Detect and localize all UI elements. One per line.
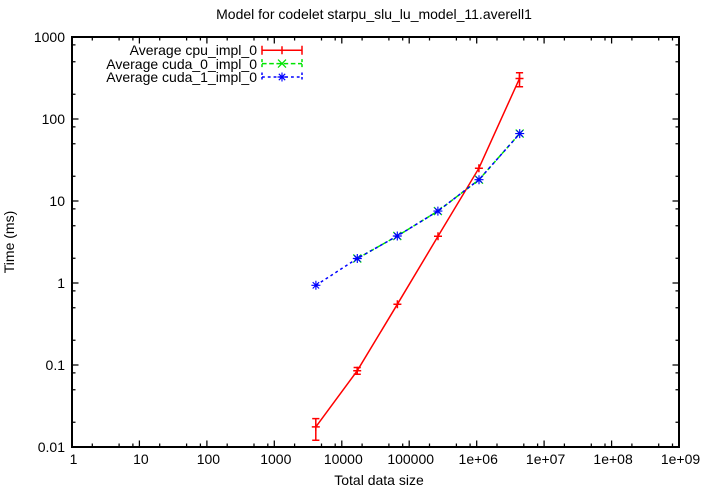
svg-text:1e+06: 1e+06 bbox=[459, 451, 499, 467]
svg-text:1000: 1000 bbox=[34, 29, 65, 45]
svg-text:1: 1 bbox=[57, 275, 65, 291]
svg-text:1e+07: 1e+07 bbox=[526, 451, 566, 467]
svg-text:Average cuda_0_impl_0: Average cuda_0_impl_0 bbox=[106, 56, 257, 72]
svg-text:0.01: 0.01 bbox=[38, 439, 65, 455]
svg-text:1e+09: 1e+09 bbox=[661, 451, 701, 467]
svg-text:Total data size: Total data size bbox=[334, 472, 424, 488]
svg-text:0.1: 0.1 bbox=[46, 357, 66, 373]
svg-text:Model for codelet starpu_slu_l: Model for codelet starpu_slu_lu_model_11… bbox=[216, 6, 532, 22]
svg-text:10000: 10000 bbox=[324, 451, 363, 467]
svg-text:1: 1 bbox=[70, 451, 78, 467]
svg-text:1000: 1000 bbox=[260, 451, 291, 467]
svg-text:10: 10 bbox=[49, 193, 65, 209]
svg-text:Time (ms): Time (ms) bbox=[1, 211, 17, 273]
svg-text:100000: 100000 bbox=[387, 451, 434, 467]
svg-text:100: 100 bbox=[42, 111, 66, 127]
svg-text:100: 100 bbox=[197, 451, 221, 467]
svg-text:Average cpu_impl_0: Average cpu_impl_0 bbox=[130, 42, 258, 58]
svg-text:10: 10 bbox=[133, 451, 149, 467]
svg-text:1e+08: 1e+08 bbox=[593, 451, 633, 467]
svg-text:Average cuda_1_impl_0: Average cuda_1_impl_0 bbox=[106, 69, 257, 85]
